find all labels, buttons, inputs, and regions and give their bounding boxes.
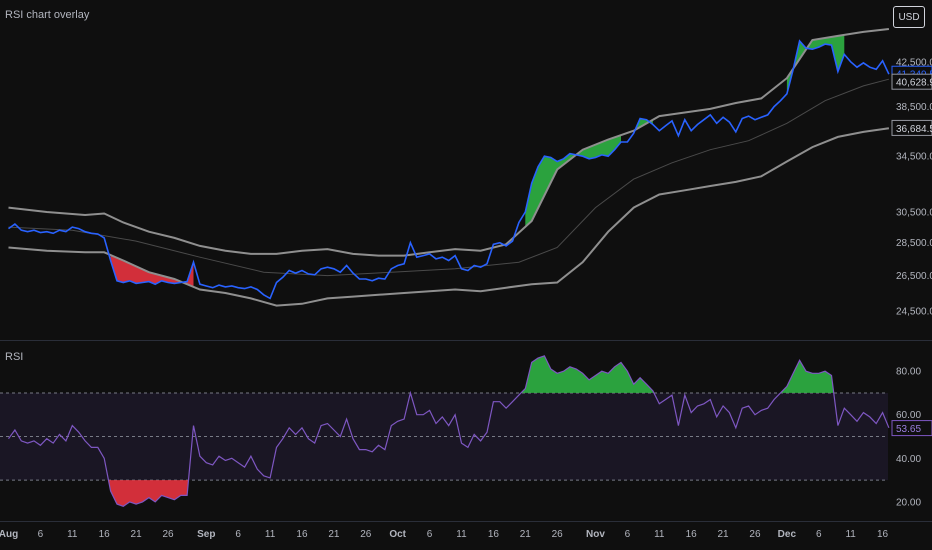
price-axis-tick-label: 34,500.00 (896, 152, 932, 163)
overbought-fill-2 (786, 34, 845, 94)
price-label-box (891, 119, 932, 136)
time-axis-tick-label: 11 (456, 529, 467, 540)
band-value-label: 36,684.53 (896, 124, 932, 135)
price-axis-tick-label: 38,500.00 (896, 102, 932, 113)
time-axis-tick-label: 11 (654, 529, 665, 540)
price-axis-tick-label: 24,500.00 (896, 307, 932, 318)
price-axis-tick-label: 42,500.00 (896, 57, 932, 68)
time-axis-tick-label: Dec (778, 529, 797, 540)
time-axis-tick-label: Sep (197, 529, 215, 540)
time-axis-tick-label: 26 (162, 529, 174, 540)
chart-title: RSI chart overlay (5, 9, 90, 21)
price-axis-tick-label: 30,500.00 (896, 207, 932, 218)
time-axis-tick-label: Aug (0, 529, 18, 540)
rsi-overbought-fill (780, 360, 834, 393)
time-axis-tick-label: 11 (845, 529, 856, 540)
time-axis-tick-label: 6 (427, 529, 433, 540)
price-axis-tick-label: 28,500.00 (896, 238, 932, 249)
time-axis-tick-label: 6 (38, 529, 44, 540)
rsi-axis-tick-label: 20.00 (896, 497, 921, 508)
rsi-overbought-fill (521, 355, 654, 393)
rsi-value-label: 53.65 (896, 424, 921, 435)
time-axis-tick-label: 21 (131, 529, 143, 540)
time-axis-tick-label: 26 (360, 529, 372, 540)
time-axis-tick-label: 16 (488, 529, 500, 540)
time-axis: Aug 6 11 16 21 26 Sep 6 11 16 21 26 Oct 6 11 16 21 26 Nov 6… (0, 521, 932, 540)
time-axis-tick-label: 6 (235, 529, 241, 540)
time-axis-tick-label: 16 (686, 529, 698, 540)
time-axis-tick-label: Nov (586, 529, 605, 540)
time-axis-tick-label: 21 (520, 529, 532, 540)
overbought-fill-0 (525, 135, 621, 227)
price-label-box (891, 73, 932, 90)
band-value-label: 40,628.97 (896, 78, 932, 89)
basis-line (8, 78, 890, 277)
time-axis-tick-label: 21 (717, 529, 729, 540)
price-pane: 24,500.00 26,500.00 28,500.00 30,500.00 34,5… (0, 28, 932, 341)
time-axis-tick-label: 6 (625, 529, 631, 540)
time-axis-tick-label: 11 (67, 529, 78, 540)
time-axis-tick-label: 6 (816, 529, 822, 540)
time-axis-tick-label: 16 (99, 529, 111, 540)
rsi-axis-tick-label: 80.00 (896, 367, 921, 378)
upper-band-line (8, 28, 890, 257)
time-axis-tick-label: 26 (552, 529, 564, 540)
rsi-value-box (891, 420, 932, 437)
time-axis-tick-label: 21 (328, 529, 340, 540)
time-axis-tick-label: 16 (877, 529, 889, 540)
time-axis-tick-label: Oct (389, 529, 406, 540)
rsi-pane: 20.00 40.00 60.00 80.00 53.65 (0, 355, 932, 508)
lower-band-line (8, 127, 890, 307)
rsi-line (8, 355, 890, 507)
price-axis-tick-label: 26,500.00 (896, 271, 932, 282)
rsi-axis-tick-label: 40.00 (896, 454, 921, 465)
rsi-title: RSI (5, 351, 24, 363)
price-line (8, 39, 890, 300)
currency-selector-button[interactable]: USD (893, 6, 925, 28)
rsi-oversold-fill (108, 480, 189, 507)
time-axis-tick-label: 26 (749, 529, 761, 540)
rsi-axis-tick-label: 60.00 (896, 410, 921, 421)
time-axis-tick-label: 11 (265, 529, 276, 540)
time-axis-tick-label: 16 (296, 529, 308, 540)
